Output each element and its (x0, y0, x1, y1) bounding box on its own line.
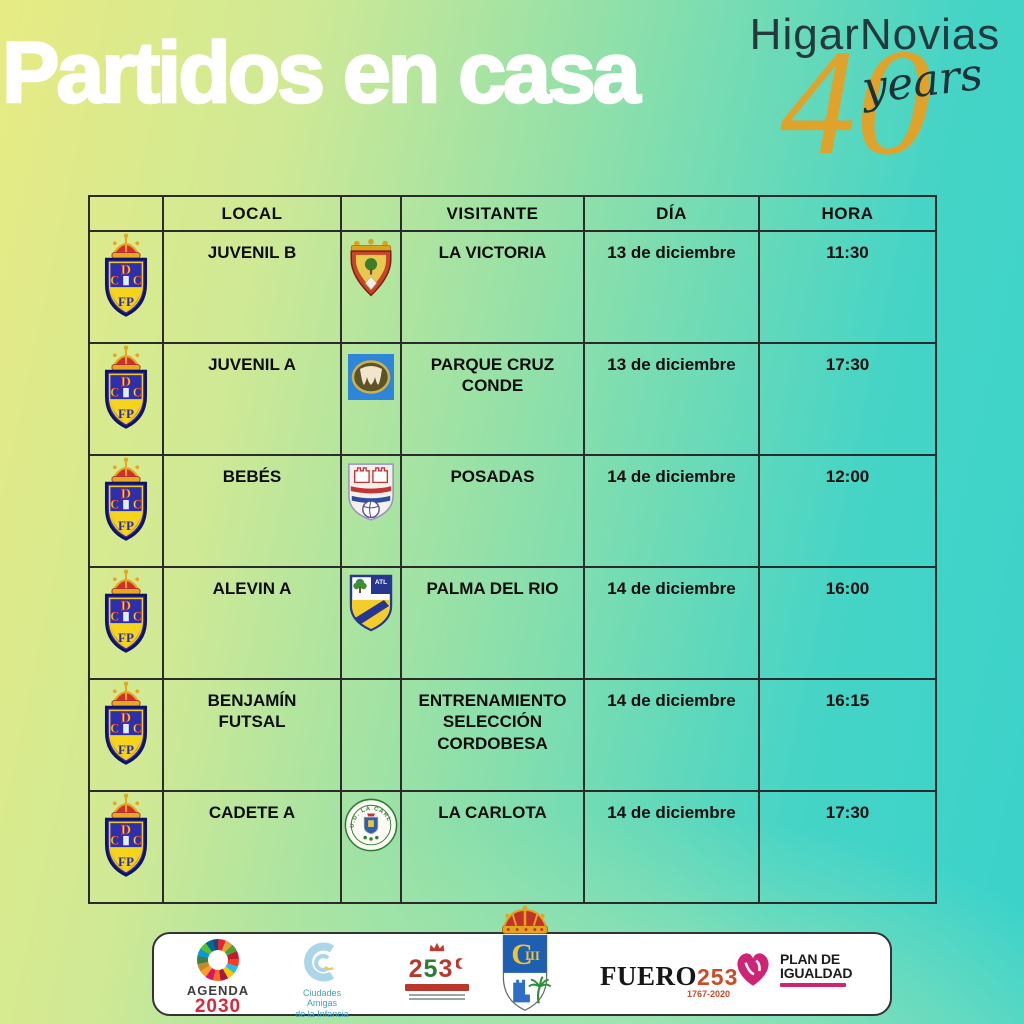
aniversario-number: 253 (408, 955, 454, 983)
table-row: BEBÉS POSADAS 14 de diciembre 12:00 (88, 454, 937, 568)
match-time: 16:00 (758, 566, 937, 680)
ciudades-c-icon (304, 942, 335, 982)
la-victoria-crest-icon (347, 237, 395, 301)
parque-cruz-conde-crest-icon (348, 354, 394, 400)
brand-name: HigarNovias (749, 10, 1001, 59)
ciudades-line2: Amigas (306, 998, 337, 1009)
header-home-logo (88, 195, 164, 232)
fuente-palmera-crest: C III (490, 902, 560, 1024)
fuero-number: 253 (697, 964, 739, 990)
match-date: 14 de diciembre (583, 790, 760, 904)
page-title: Partidos en casa (1, 24, 642, 123)
local-team: BENJAMÍN FUTSAL (162, 678, 342, 792)
cdc-fp-crest-icon (99, 344, 153, 430)
home-crest-cell (88, 790, 164, 904)
table-row: JUVENIL A PARQUE CRUZ CONDE 13 de diciem… (88, 342, 937, 456)
plan-igualdad-logo: PLAN DE IGUALDAD (732, 949, 882, 989)
fuero-253-logo: FUERO253 1767-2020 (600, 961, 737, 999)
town-crest-icon: C III (501, 905, 552, 1011)
visitor-crest-cell (340, 342, 402, 456)
aniversario-smalltext (409, 994, 465, 996)
fuero-years: 1767-2020 (686, 989, 730, 999)
aniversario-253-logo: 253 (391, 939, 483, 1002)
match-date: 13 de diciembre (583, 342, 760, 456)
fixtures-table: LOCAL VISITANTE DÍA HORA JUVENIL B LA VI… (88, 195, 937, 904)
header-dia: DÍA (583, 195, 760, 232)
match-time: 12:00 (758, 454, 937, 568)
local-team: ALEVIN A (162, 566, 342, 680)
heart-icon (737, 953, 769, 986)
home-crest-cell (88, 454, 164, 568)
cdc-fp-crest-icon (99, 792, 153, 878)
svg-text:III: III (525, 949, 540, 963)
visitor-team: PALMA DEL RIO (400, 566, 585, 680)
home-crest-cell (88, 230, 164, 344)
aniversario-banner (405, 984, 469, 991)
agenda-year: 2030 (194, 996, 242, 1017)
visitor-crest-cell (340, 454, 402, 568)
local-team: JUVENIL A (162, 342, 342, 456)
plan-subtext (780, 982, 846, 987)
visitor-crest-cell (340, 566, 402, 680)
match-date: 14 de diciembre (583, 566, 760, 680)
visitor-team: ENTRENAMIENTO SELECCIÓN CORDOBESA (400, 678, 585, 792)
table-row: BENJAMÍN FUTSAL ENTRENAMIENTO SELECCIÓN … (88, 678, 937, 792)
cdc-fp-crest-icon (99, 680, 153, 766)
home-crest-cell (88, 342, 164, 456)
svg-text:C: C (511, 939, 532, 971)
match-time: 17:30 (758, 342, 937, 456)
header-hora: HORA (758, 195, 937, 232)
ciudades-line1: Ciudades (302, 988, 342, 998)
sponsor-strip: AGENDA 2030 Ciudades Amigas de la Infanc… (152, 905, 892, 1019)
aniversario-smalltext (409, 998, 465, 1000)
ciudades-amigas-logo: Ciudades Amigas de la Infancia (282, 942, 362, 1019)
agenda-label: AGENDA (186, 983, 250, 998)
visitor-team: POSADAS (400, 454, 585, 568)
visitor-team: PARQUE CRUZ CONDE (400, 342, 585, 456)
match-date: 14 de diciembre (583, 678, 760, 792)
visitor-team: LA CARLOTA (400, 790, 585, 904)
ciudades-line3: de la Infancia (295, 1008, 349, 1019)
visitor-crest-cell (340, 230, 402, 344)
local-team: BEBÉS (162, 454, 342, 568)
table-row: JUVENIL B LA VICTORIA 13 de diciembre 11… (88, 230, 937, 344)
match-date: 13 de diciembre (583, 230, 760, 344)
match-time: 17:30 (758, 790, 937, 904)
la-carlota-crest-icon (343, 797, 399, 855)
home-crest-cell (88, 678, 164, 792)
plan-line1: PLAN DE (780, 950, 841, 967)
cdc-fp-crest-icon (99, 456, 153, 542)
local-team: JUVENIL B (162, 230, 342, 344)
visitor-team: LA VICTORIA (400, 230, 585, 344)
crown-icon (429, 942, 445, 952)
agenda-2030-logo: AGENDA 2030 (180, 939, 256, 1017)
crescent-icon (456, 958, 464, 969)
posadas-crest-icon (346, 461, 396, 523)
table-row: CADETE A LA CARLOTA 14 de diciembre 17:3… (88, 790, 937, 904)
header-local: LOCAL (162, 195, 342, 232)
local-team: CADETE A (162, 790, 342, 904)
home-crest-cell (88, 566, 164, 680)
table-row: ALEVIN A PALMA DEL RIO 14 de diciembre 1… (88, 566, 937, 680)
cdc-fp-crest-icon (99, 232, 153, 318)
palma-del-rio-crest-icon (348, 573, 394, 633)
header-row: LOCAL VISITANTE DÍA HORA (88, 195, 937, 232)
sdg-wheel-icon (197, 939, 239, 981)
header-visitor-logo (340, 195, 402, 232)
match-date: 14 de diciembre (583, 454, 760, 568)
fuero-word: FUERO (600, 961, 697, 991)
visitor-crest-cell-empty (340, 678, 402, 792)
match-time: 16:15 (758, 678, 937, 792)
header-visitante: VISITANTE (400, 195, 585, 232)
plan-line2: IGUALDAD (780, 964, 853, 981)
cdc-fp-crest-icon (99, 568, 153, 654)
anniversary-number: 40 (780, 18, 932, 186)
visitor-crest-cell (341, 790, 402, 904)
match-time: 11:30 (758, 230, 937, 344)
